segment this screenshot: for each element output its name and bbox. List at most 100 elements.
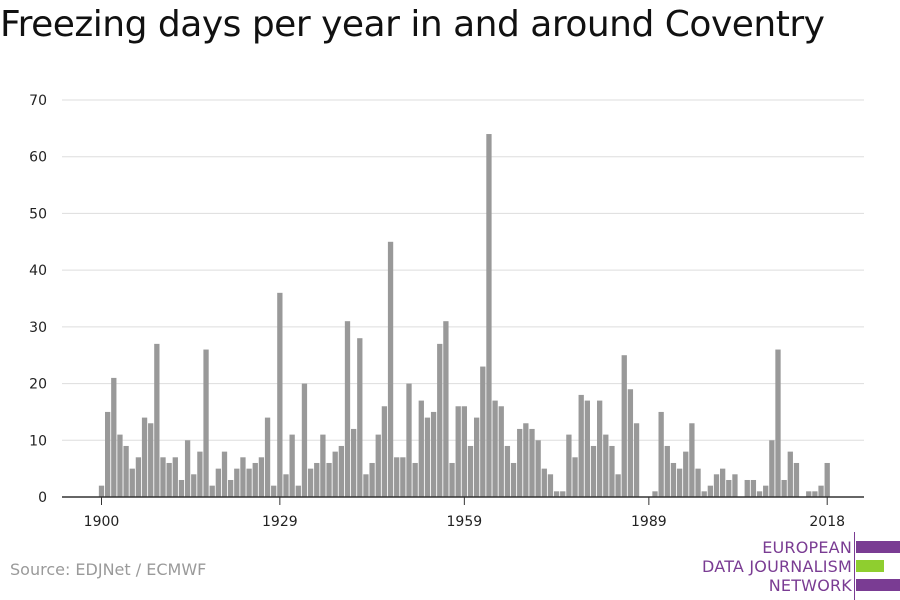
- bar-1994: [676, 468, 683, 497]
- y-axis-ticks: 0 10 20 30 40 50 60 70: [29, 93, 47, 506]
- bar-1986: [627, 389, 634, 497]
- bar-1943: [363, 474, 369, 497]
- bar-1907: [141, 417, 148, 497]
- y-tick-label: 40: [29, 263, 47, 279]
- bar-1954: [430, 411, 437, 497]
- bar-1930: [283, 474, 289, 497]
- bar-1977: [572, 457, 578, 497]
- y-tick-label: 10: [29, 433, 47, 449]
- bar-1940: [344, 321, 351, 497]
- logo-bar-middle: [856, 560, 884, 572]
- bar-1933: [301, 383, 308, 497]
- bar-1991: [658, 411, 664, 497]
- bar-1955: [437, 343, 443, 497]
- bar-1960: [467, 445, 474, 497]
- bar-1982: [603, 434, 609, 497]
- bar-1931: [289, 434, 295, 497]
- bar-1958: [455, 406, 461, 497]
- bar-1923: [240, 457, 246, 497]
- bar-1916: [197, 451, 203, 497]
- bar-1901: [105, 411, 111, 497]
- bar-1917: [203, 349, 209, 497]
- bar-1935: [314, 462, 320, 497]
- bar-1944: [369, 462, 375, 497]
- bar-1900: [98, 485, 105, 497]
- bar-1997: [695, 468, 701, 497]
- y-tick-label: 30: [29, 320, 47, 336]
- bar-1964: [492, 400, 498, 497]
- bar-1947: [387, 241, 394, 497]
- edjnet-logo: EUROPEAN DATA JOURNALISM NETWORK: [700, 532, 900, 600]
- bar-1915: [191, 474, 197, 497]
- bar-1920: [221, 451, 228, 497]
- bar-1985: [621, 355, 627, 497]
- bar-1962: [480, 366, 486, 497]
- bar-1942: [357, 338, 363, 497]
- bar-1910: [160, 457, 166, 497]
- bar-2006: [750, 479, 757, 497]
- bar-2003: [732, 474, 738, 497]
- bar-1980: [590, 445, 597, 497]
- bar-2002: [726, 479, 732, 497]
- bar-2001: [720, 468, 726, 497]
- bar-2000: [713, 474, 720, 497]
- bar-1979: [584, 400, 590, 497]
- bar-2012: [787, 451, 793, 497]
- x-tick-label: 1900: [84, 514, 120, 530]
- logo-bar-bottom: [856, 579, 900, 591]
- bar-1972: [541, 468, 547, 497]
- bar-1928: [271, 485, 277, 497]
- bar-1941: [351, 428, 357, 497]
- bar-1968: [517, 428, 523, 497]
- bar-2016: [812, 491, 818, 497]
- bar-1953: [424, 417, 431, 497]
- bar-1992: [664, 445, 670, 497]
- bar-1939: [338, 445, 344, 497]
- bar-1999: [707, 485, 713, 497]
- bar-1981: [597, 400, 603, 497]
- bar-1978: [578, 394, 584, 497]
- bar-2015: [806, 491, 812, 497]
- bar-1996: [689, 423, 695, 497]
- y-tick-label: 50: [29, 206, 47, 222]
- bar-1922: [234, 468, 240, 497]
- logo-bar-top: [856, 541, 900, 553]
- gridlines: [62, 99, 864, 441]
- y-tick-label: 0: [38, 490, 47, 506]
- bar-1956: [443, 321, 449, 497]
- bar-1918: [209, 485, 215, 497]
- bar-1909: [154, 343, 160, 497]
- source-note: Source: EDJNet / ECMWF: [10, 560, 207, 579]
- bar-1959: [461, 406, 467, 497]
- bar-1936: [320, 434, 326, 497]
- bar-1948: [394, 457, 400, 497]
- bar-1983: [609, 445, 615, 497]
- bar-1970: [529, 428, 535, 497]
- bar-2010: [775, 349, 781, 497]
- bar-1975: [560, 491, 566, 497]
- bar-1950: [406, 383, 412, 497]
- bar-1963: [486, 134, 492, 497]
- bar-1971: [535, 440, 541, 497]
- bar-1965: [498, 406, 504, 497]
- bar-1908: [148, 423, 154, 497]
- logo-text-european: EUROPEAN: [762, 538, 852, 557]
- bar-1961: [474, 417, 480, 497]
- y-tick-label: 20: [29, 377, 47, 393]
- bar-1926: [258, 457, 265, 497]
- bar-1949: [400, 457, 406, 497]
- x-tick-label: 2018: [809, 514, 845, 530]
- bar-1903: [117, 434, 123, 497]
- bar-1911: [166, 462, 172, 497]
- bar-1921: [228, 479, 234, 497]
- bar-1914: [184, 440, 191, 497]
- bar-2005: [744, 479, 750, 497]
- bar-1998: [701, 491, 707, 497]
- bar-1973: [547, 474, 554, 497]
- bar-1925: [252, 462, 258, 497]
- logo-divider: [854, 532, 855, 600]
- bar-1967: [510, 462, 517, 497]
- y-tick-label: 60: [29, 150, 47, 166]
- bar-1952: [418, 400, 424, 497]
- bar-1934: [307, 468, 314, 497]
